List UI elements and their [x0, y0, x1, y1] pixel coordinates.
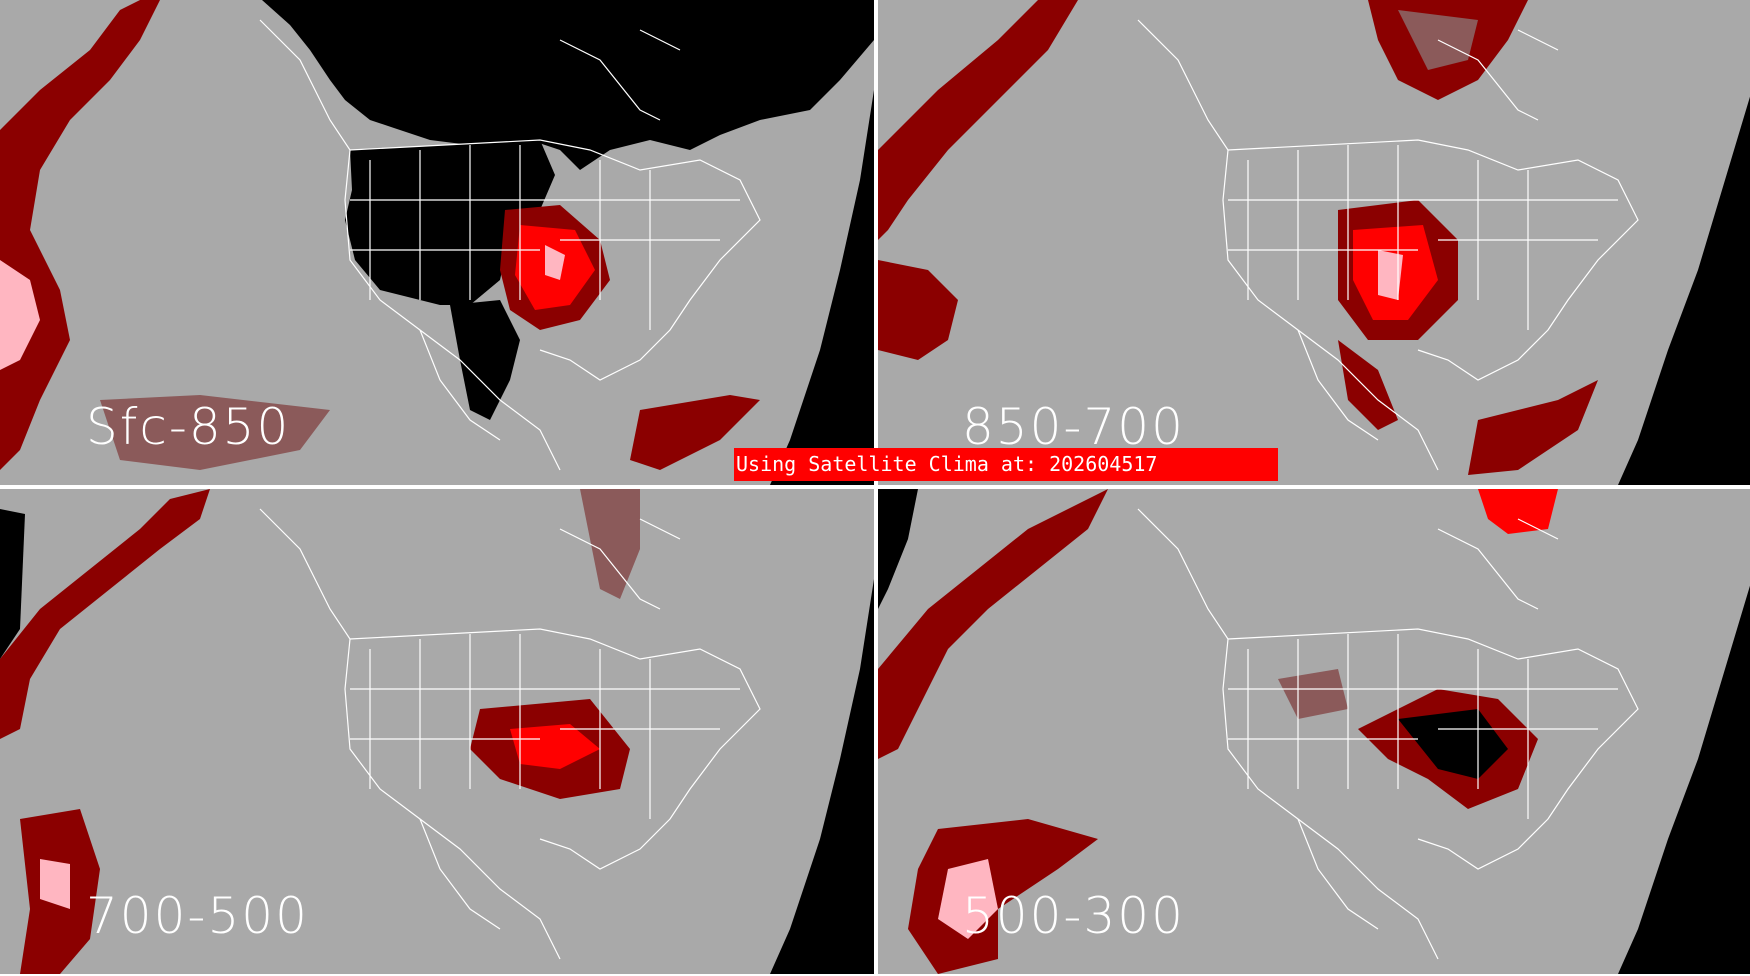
map-panel-700-500: 700-500 [0, 489, 874, 974]
no-data-region-east-edge [770, 90, 874, 485]
gray-background [0, 489, 874, 974]
boundary-lines [1137, 19, 1639, 471]
storm-no-data-central-us [1398, 709, 1508, 779]
no-data-region-east-edge [1618, 96, 1750, 485]
cloud-band-pacific [0, 0, 160, 470]
no-data-region-north [262, 0, 874, 170]
cloud-vortex-core [938, 859, 998, 939]
storm-peak-central-us [545, 245, 565, 280]
cloud-patch-west [878, 260, 958, 360]
satellite-climo-banner: Using Satellite Clima at: 202604517 [734, 448, 1278, 481]
cloud-vortex-southwest [908, 819, 1098, 974]
no-data-region-west-edge [0, 509, 25, 659]
cloud-band-pacific [878, 489, 1108, 759]
cloud-band-mexico [1338, 340, 1398, 430]
cloud-patch-north-core [1478, 489, 1558, 534]
storm-core-central-us [510, 724, 600, 769]
layer-label: 700-500 [86, 887, 309, 945]
cloud-patch-south [100, 395, 330, 470]
map-850-700 [878, 0, 1750, 485]
boundary-lines [259, 508, 761, 960]
cloud-core-southwest [40, 859, 70, 909]
cloud-patch-north [580, 489, 640, 599]
cloud-band-pacific [878, 0, 1078, 240]
layer-label: 500-300 [962, 887, 1185, 945]
cloud-patch-central-dim [1278, 669, 1348, 719]
no-data-region-mexico [450, 300, 520, 420]
map-700-500 [0, 489, 874, 974]
map-panel-sfc-850: Sfc-850 [0, 0, 874, 485]
layer-label: Sfc-850 [86, 398, 291, 456]
layer-label: 850-700 [962, 398, 1185, 456]
map-sfc-850 [0, 0, 874, 485]
map-panel-500-300: 500-300 [878, 489, 1750, 974]
no-data-region-west-edge [878, 489, 918, 609]
cloud-core-pacific [0, 260, 40, 370]
boundary-lines [259, 19, 761, 471]
cloud-patch-caribbean [630, 395, 760, 470]
storm-peak-central-us [1378, 250, 1403, 300]
boundary-lines [1137, 508, 1639, 960]
map-500-300 [878, 489, 1750, 974]
no-data-region-east-edge [770, 579, 874, 974]
gray-background [878, 0, 1750, 485]
no-data-region-east-edge [1618, 585, 1750, 974]
map-panel-850-700: 850-700 [878, 0, 1750, 485]
cloud-patch-caribbean [1468, 380, 1598, 475]
cloud-band-pacific [0, 489, 210, 739]
